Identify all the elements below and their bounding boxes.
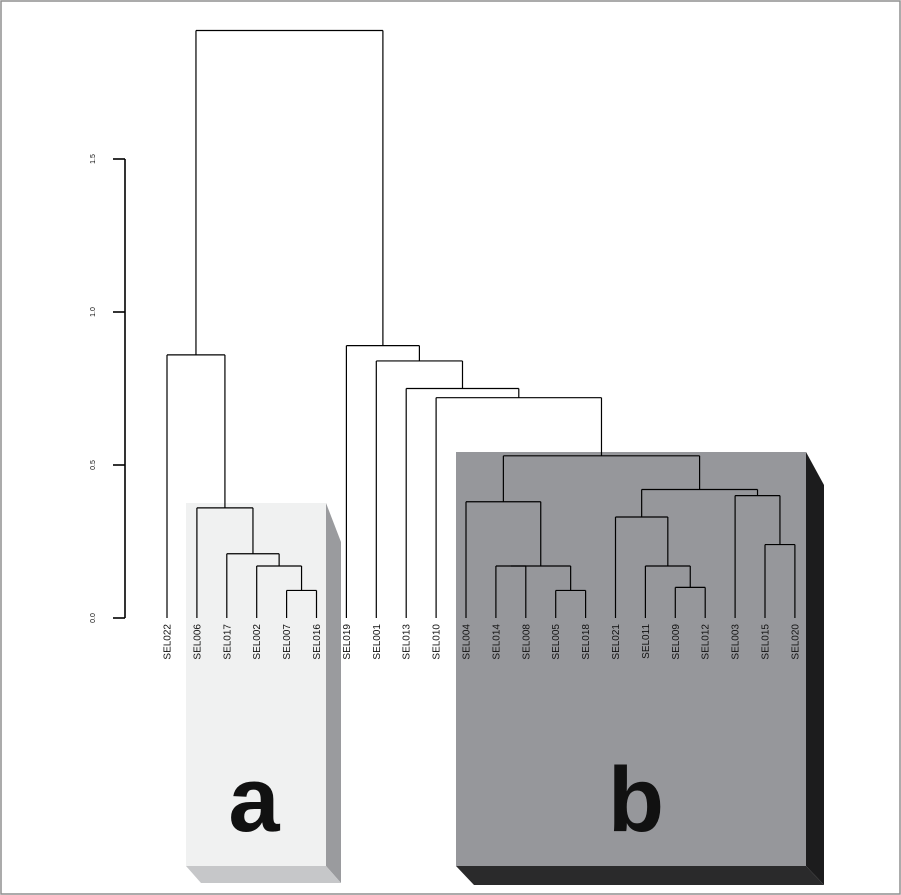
group-a-box: a xyxy=(186,503,341,883)
group-a-face xyxy=(186,503,326,866)
leaf-label: SEL014 xyxy=(491,624,502,660)
leaf-label: SEL005 xyxy=(551,624,562,660)
leaf-label: SEL013 xyxy=(402,624,413,660)
leaf-label: SEL002 xyxy=(252,624,263,660)
y-tick-label: 1.0 xyxy=(90,307,97,317)
leaf-label: SEL021 xyxy=(611,624,622,660)
leaf-label: SEL003 xyxy=(731,624,742,660)
leaf-label: SEL015 xyxy=(761,624,772,660)
group-a-label: a xyxy=(228,749,280,851)
leaf-label: SEL018 xyxy=(581,624,592,660)
leaf-label: SEL016 xyxy=(312,624,323,660)
group-a-bottom xyxy=(186,866,341,883)
group-b-side xyxy=(806,452,824,885)
leaf-label: SEL004 xyxy=(462,624,473,660)
leaf-label: SEL022 xyxy=(163,624,174,660)
leaf-label: SEL008 xyxy=(521,624,532,660)
group-a-side xyxy=(326,503,341,883)
leaf-label: SEL011 xyxy=(641,624,652,659)
leaf-label: SEL006 xyxy=(192,624,203,660)
dendrogram-branches xyxy=(166,29,796,618)
leaf-label: SEL020 xyxy=(790,624,801,660)
y-axis: 0.0 0.5 1.0 1.5 xyxy=(90,154,126,623)
leaf-label: SEL012 xyxy=(701,624,712,660)
leaf-label: SEL007 xyxy=(282,624,293,660)
leaf-label: SEL017 xyxy=(222,624,233,660)
leaf-labels: SEL022 SEL006 SEL017 SEL002 SEL007 SEL016 SEL0… xyxy=(163,624,802,660)
leaf-label: SEL010 xyxy=(432,624,443,660)
group-b-bottom xyxy=(456,866,824,885)
leaf-label: SEL009 xyxy=(671,624,682,660)
y-tick-label: 0.5 xyxy=(90,460,97,470)
y-tick-label: 0.0 xyxy=(90,613,97,623)
group-b-label: b xyxy=(608,749,664,851)
leaf-label: SEL019 xyxy=(342,624,353,660)
group-b-face xyxy=(456,452,806,866)
leaf-label: SEL001 xyxy=(372,624,383,660)
y-tick-label: 1.5 xyxy=(90,154,97,164)
group-b-box: b xyxy=(456,452,824,885)
